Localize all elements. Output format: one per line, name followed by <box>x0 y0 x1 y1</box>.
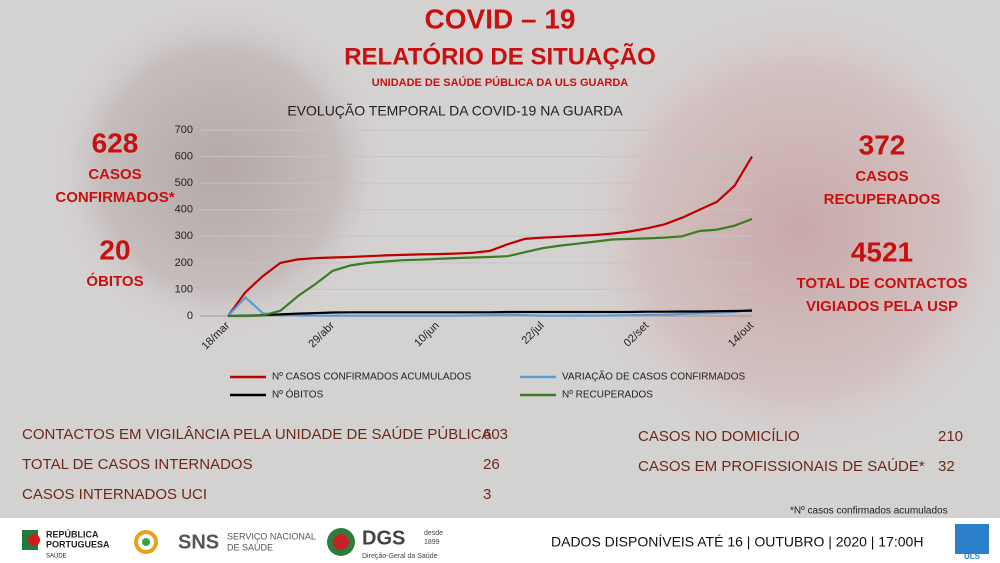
table-value: 603 <box>483 426 508 443</box>
sns-logo <box>134 530 158 554</box>
sns-text: SERVIÇO NACIONAL <box>227 531 316 541</box>
legend-label: VARIAÇÃO DE CASOS CONFIRMADOS <box>562 370 746 383</box>
dgs-logo <box>333 534 349 550</box>
y-tick-label: 0 <box>187 310 193 322</box>
y-tick-label: 600 <box>175 150 193 162</box>
stat-value: 4521 <box>851 236 913 267</box>
y-tick-label: 400 <box>175 204 193 216</box>
footer-date: DADOS DISPONÍVEIS ATÉ 16 | OUTUBRO | 202… <box>551 534 923 550</box>
republica-logo <box>28 534 40 546</box>
uls-logo <box>955 524 989 554</box>
series-line <box>228 217 753 318</box>
title: COVID – 19 <box>425 3 576 34</box>
series-line <box>227 295 753 317</box>
stat-label: VIGIADOS PELA USP <box>806 298 958 315</box>
table-label: CONTACTOS EM VIGILÂNCIA PELA UNIDADE DE … <box>22 426 492 443</box>
y-tick-label: 300 <box>175 230 193 242</box>
chart-title: EVOLUÇÃO TEMPORAL DA COVID-19 NA GUARDA <box>287 103 623 119</box>
stat-label: ÓBITOS <box>86 272 143 290</box>
legend-label: Nº CASOS CONFIRMADOS ACUMULADOS <box>272 372 472 383</box>
uls-text: ULS <box>964 552 981 561</box>
sns-text: SNS <box>178 531 219 553</box>
series-line <box>227 309 753 318</box>
republica-text: REPÚBLICA <box>46 528 99 539</box>
stat-value: 20 <box>99 234 130 265</box>
table-label: CASOS EM PROFISSIONAIS DE SAÚDE* <box>638 458 925 475</box>
table-label: TOTAL DE CASOS INTERNADOS <box>22 456 253 473</box>
dgs-text: DGS <box>362 527 405 549</box>
republica-text: SAÚDE <box>46 553 67 560</box>
stat-label: TOTAL DE CONTACTOS <box>796 275 967 292</box>
y-tick-label: 700 <box>175 124 193 136</box>
stat-value: 628 <box>92 127 139 158</box>
footer-bar <box>0 518 1000 563</box>
republica-text: PORTUGUESA <box>46 539 110 549</box>
legend-label: Nº RECUPERADOS <box>562 390 653 401</box>
dgs-text: 1899 <box>424 539 440 546</box>
y-tick-label: 500 <box>175 177 193 189</box>
legend-label: Nº ÓBITOS <box>272 388 324 401</box>
table-value: 32 <box>938 458 955 475</box>
y-tick-label: 100 <box>175 283 193 295</box>
y-tick-label: 200 <box>175 257 193 269</box>
table-value: 26 <box>483 456 500 473</box>
table-label: CASOS NO DOMICÍLIO <box>638 428 800 445</box>
stat-value: 372 <box>859 129 906 160</box>
subtitle: RELATÓRIO DE SITUAÇÃO <box>344 42 656 70</box>
stat-label: CASOS <box>88 166 141 183</box>
sns-logo <box>142 538 150 546</box>
table-value: 3 <box>483 486 491 503</box>
virus-image <box>50 0 390 340</box>
series-line <box>227 156 753 317</box>
stat-label: RECUPERADOS <box>824 191 941 208</box>
unit: UNIDADE DE SAÚDE PÚBLICA DA ULS GUARDA <box>372 76 629 89</box>
table-label: CASOS INTERNADOS UCI <box>22 486 207 503</box>
table-value: 210 <box>938 428 963 445</box>
dgs-text: desde <box>424 530 443 537</box>
virus-image <box>570 0 1000 460</box>
dgs-text: Direção-Geral da Saúde <box>362 553 438 560</box>
stat-label: CASOS <box>855 168 908 185</box>
sns-text: DE SAÚDE <box>227 542 273 552</box>
footnote: *Nº casos confirmados acumulados <box>790 506 948 517</box>
stat-label: CONFIRMADOS* <box>55 189 174 206</box>
